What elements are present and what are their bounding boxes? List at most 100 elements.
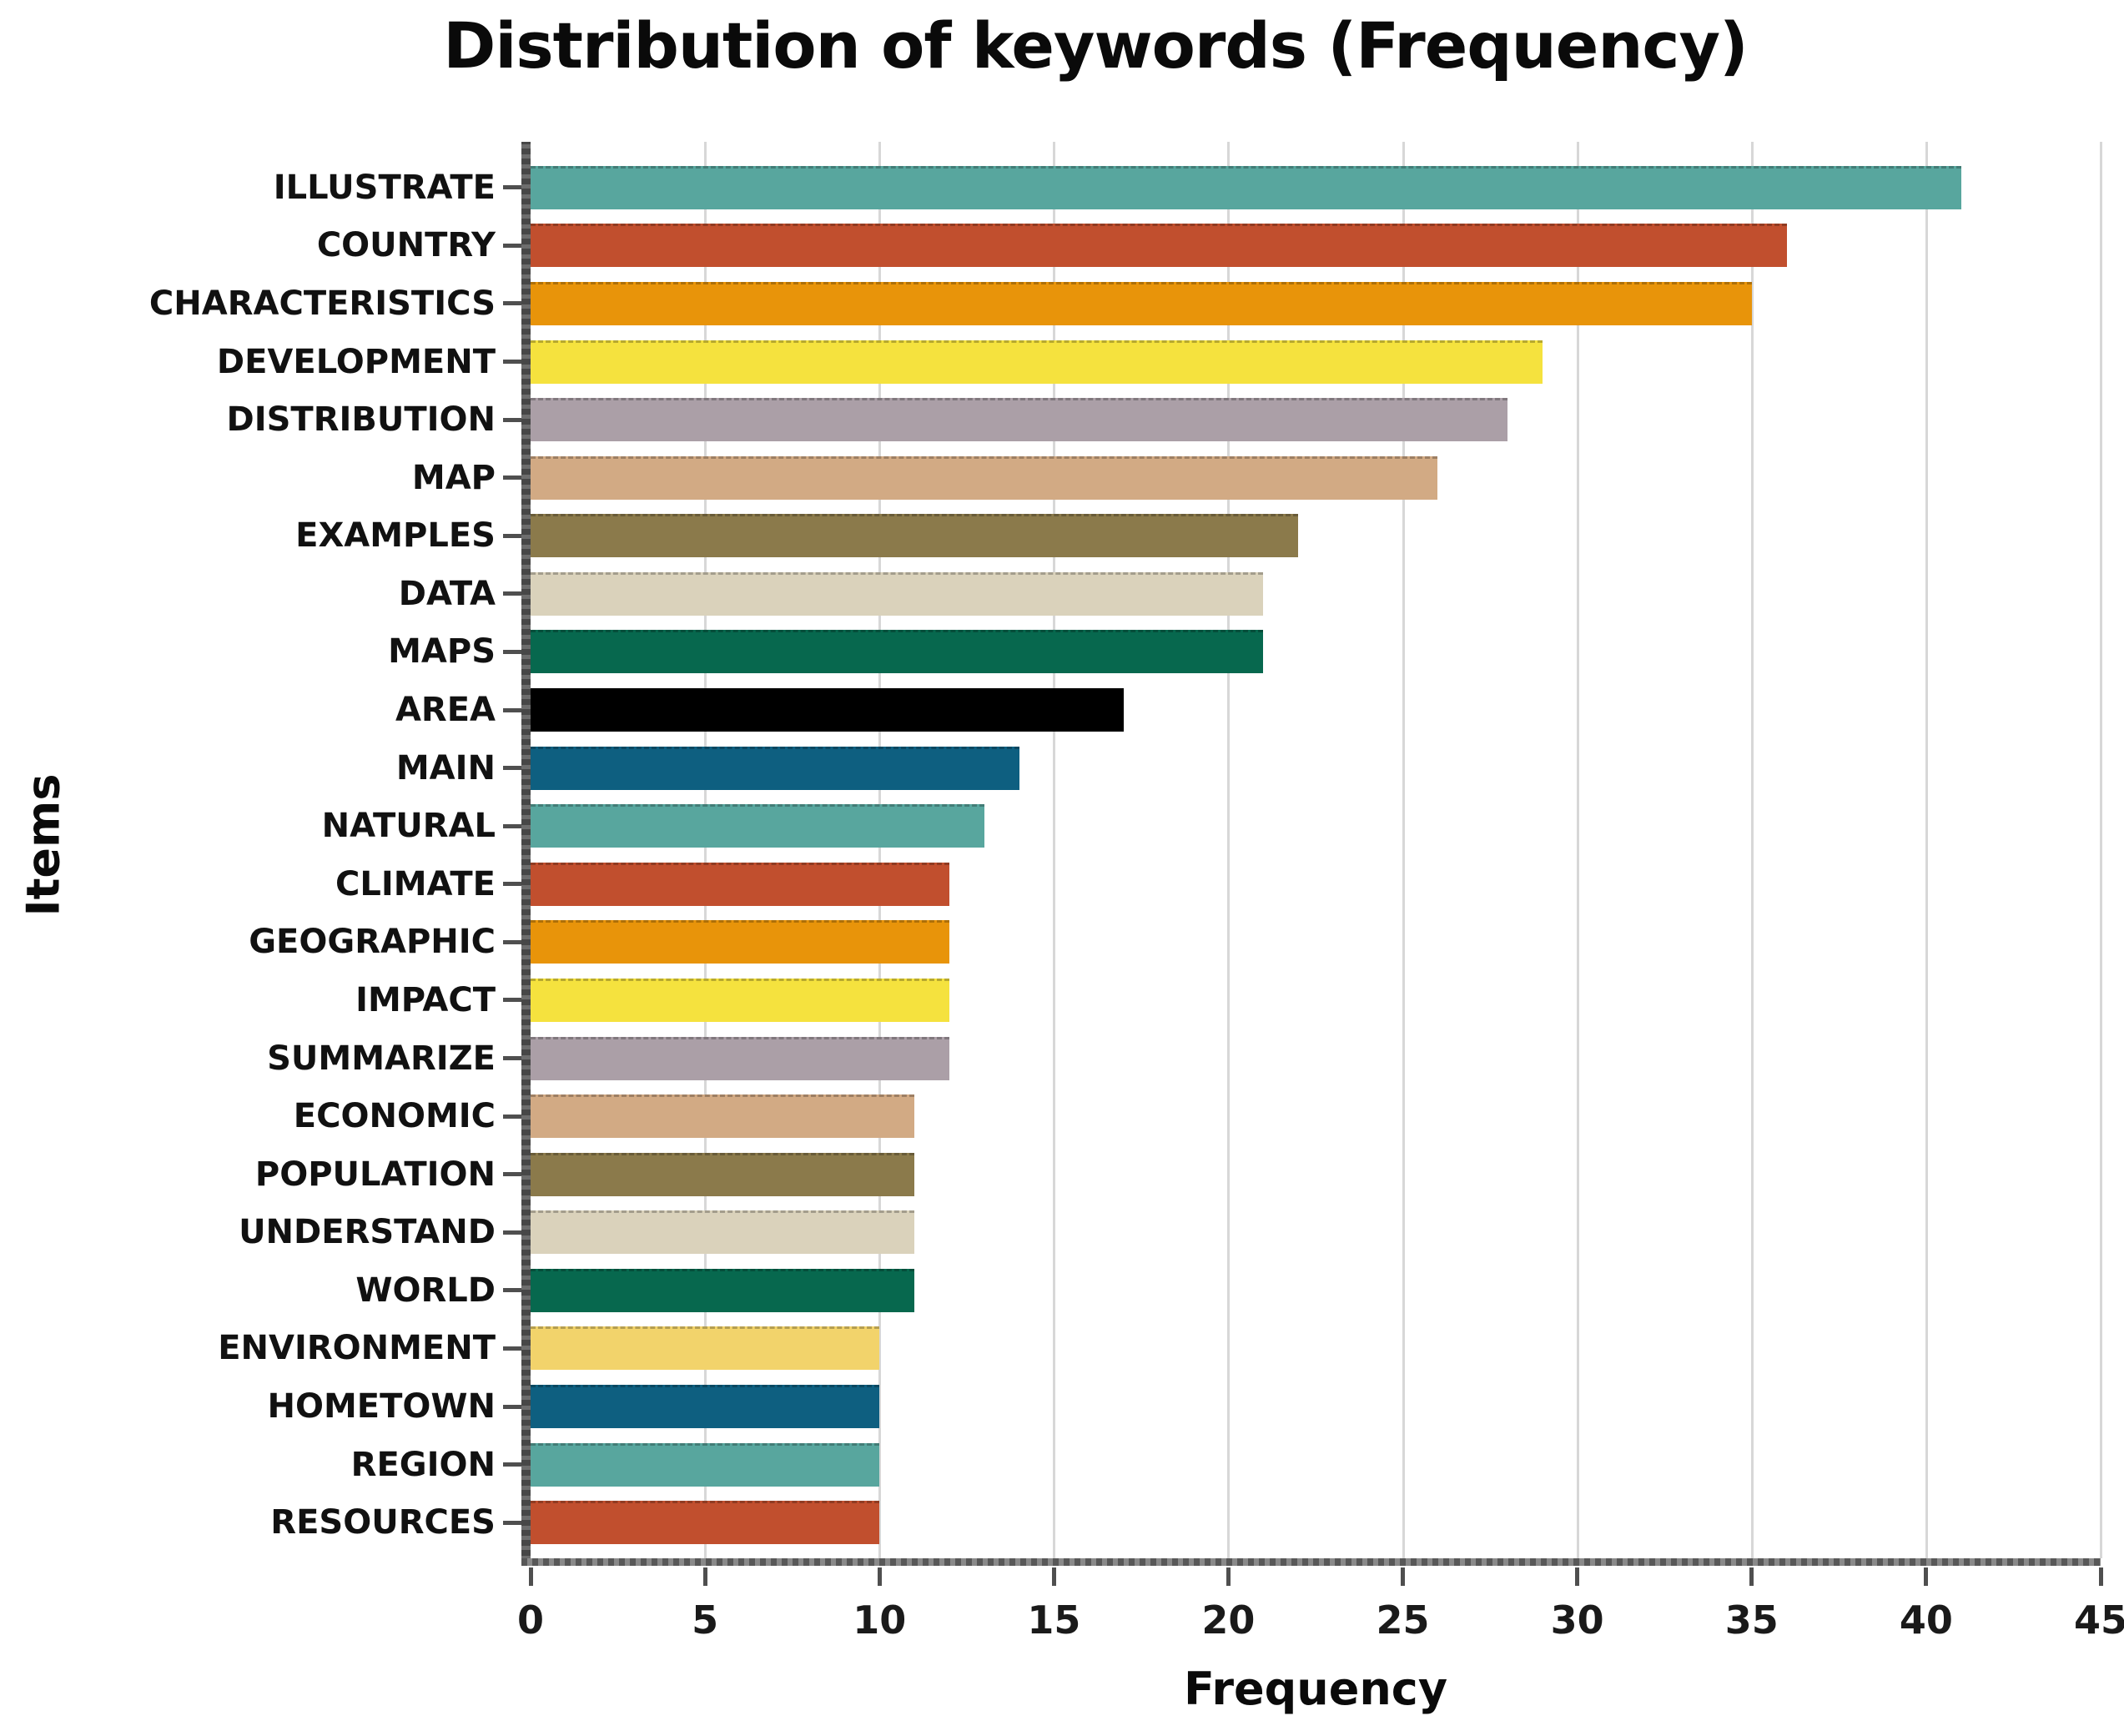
gridline-20 bbox=[1227, 142, 1231, 1558]
x-tick-35 bbox=[1749, 1567, 1754, 1586]
category-label-geographic: GEOGRAPHIC bbox=[249, 923, 496, 962]
y-tick-summarize bbox=[503, 1056, 521, 1061]
bar-impact bbox=[531, 978, 949, 1022]
y-tick-environment bbox=[503, 1346, 521, 1351]
x-tick-label-20: 20 bbox=[1201, 1598, 1256, 1643]
bar-resources bbox=[531, 1501, 880, 1545]
x-tick-label-10: 10 bbox=[853, 1598, 907, 1643]
x-tick-label-15: 15 bbox=[1027, 1598, 1081, 1643]
category-label-country: COUNTRY bbox=[316, 226, 496, 265]
gridline-5 bbox=[704, 142, 707, 1558]
category-label-illustrate: ILLUSTRATE bbox=[273, 168, 496, 207]
category-label-map: MAP bbox=[411, 458, 496, 497]
category-label-development: DEVELOPMENT bbox=[216, 342, 496, 381]
bar-environment bbox=[531, 1326, 880, 1371]
y-tick-geographic bbox=[503, 939, 521, 944]
y-tick-region bbox=[503, 1462, 521, 1467]
bar-characteristics bbox=[531, 281, 1752, 325]
bar-climate bbox=[531, 862, 949, 906]
category-label-area: AREA bbox=[395, 691, 496, 730]
plot-area bbox=[503, 142, 2103, 1586]
category-label-characteristics: CHARACTERISTICS bbox=[148, 284, 496, 323]
x-tick-label-30: 30 bbox=[1550, 1598, 1604, 1643]
category-label-hometown: HOMETOWN bbox=[267, 1387, 496, 1427]
bar-distribution bbox=[531, 398, 1508, 442]
y-tick-impact bbox=[503, 998, 521, 1003]
bar-natural bbox=[531, 804, 984, 848]
y-tick-natural bbox=[503, 823, 521, 828]
y-tick-characteristics bbox=[503, 301, 521, 306]
y-tick-economic bbox=[503, 1114, 521, 1119]
y-tick-population bbox=[503, 1172, 521, 1177]
category-label-world: WORLD bbox=[355, 1271, 496, 1310]
y-tick-main bbox=[503, 766, 521, 771]
category-label-data: DATA bbox=[398, 574, 496, 613]
x-axis-line bbox=[521, 1558, 2101, 1566]
bar-geographic bbox=[531, 920, 949, 964]
bar-country bbox=[531, 224, 1787, 268]
bar-understand bbox=[531, 1210, 915, 1255]
bar-population bbox=[531, 1152, 915, 1196]
x-tick-label-25: 25 bbox=[1376, 1598, 1430, 1643]
category-label-region: REGION bbox=[350, 1445, 496, 1484]
category-label-resources: RESOURCES bbox=[270, 1503, 496, 1542]
category-label-examples: EXAMPLES bbox=[295, 516, 496, 556]
bar-examples bbox=[531, 514, 1299, 558]
y-tick-world bbox=[503, 1288, 521, 1293]
bar-development bbox=[531, 340, 1543, 384]
bar-main bbox=[531, 746, 1019, 790]
x-tick-5 bbox=[702, 1567, 707, 1586]
y-tick-map bbox=[503, 476, 521, 481]
bar-area bbox=[531, 688, 1124, 732]
y-axis-line bbox=[521, 142, 531, 1566]
bar-summarize bbox=[531, 1036, 949, 1080]
bar-hometown bbox=[531, 1385, 880, 1429]
x-tick-label-5: 5 bbox=[692, 1598, 719, 1643]
x-tick-label-45: 45 bbox=[2073, 1598, 2124, 1643]
category-label-natural: NATURAL bbox=[321, 807, 496, 846]
bar-illustrate bbox=[531, 165, 1961, 209]
y-tick-hometown bbox=[503, 1404, 521, 1409]
y-tick-understand bbox=[503, 1230, 521, 1235]
x-tick-10 bbox=[877, 1567, 882, 1586]
x-tick-25 bbox=[1401, 1567, 1406, 1586]
bar-map bbox=[531, 455, 1438, 500]
x-tick-15 bbox=[1051, 1567, 1056, 1586]
category-label-impact: IMPACT bbox=[355, 980, 496, 1019]
gridline-10 bbox=[878, 142, 882, 1558]
x-tick-label-40: 40 bbox=[1899, 1598, 1953, 1643]
category-label-distribution: DISTRIBUTION bbox=[226, 400, 496, 440]
y-tick-illustrate bbox=[503, 185, 521, 190]
x-tick-0 bbox=[528, 1567, 533, 1586]
x-tick-20 bbox=[1226, 1567, 1231, 1586]
category-label-summarize: SUMMARIZE bbox=[267, 1039, 496, 1078]
gridline-40 bbox=[1925, 142, 1928, 1558]
x-tick-label-35: 35 bbox=[1724, 1598, 1779, 1643]
bar-data bbox=[531, 571, 1264, 616]
y-tick-examples bbox=[503, 533, 521, 538]
category-label-economic: ECONOMIC bbox=[293, 1097, 496, 1136]
bar-world bbox=[531, 1268, 915, 1312]
y-tick-distribution bbox=[503, 417, 521, 422]
y-tick-country bbox=[503, 243, 521, 248]
bar-maps bbox=[531, 630, 1264, 674]
x-tick-30 bbox=[1575, 1567, 1580, 1586]
gridline-25 bbox=[1402, 142, 1405, 1558]
category-label-environment: ENVIRONMENT bbox=[218, 1329, 496, 1368]
bar-region bbox=[531, 1442, 880, 1487]
y-tick-climate bbox=[503, 882, 521, 887]
y-tick-data bbox=[503, 591, 521, 596]
y-tick-resources bbox=[503, 1520, 521, 1525]
y-tick-maps bbox=[503, 649, 521, 654]
x-axis-title: Frequency bbox=[1183, 1663, 1448, 1715]
category-label-understand: UNDERSTAND bbox=[239, 1213, 496, 1252]
category-label-maps: MAPS bbox=[388, 632, 496, 672]
x-tick-40 bbox=[1924, 1567, 1929, 1586]
category-label-climate: CLIMATE bbox=[335, 864, 496, 903]
gridline-30 bbox=[1576, 142, 1579, 1558]
bar-economic bbox=[531, 1094, 915, 1139]
x-tick-label-0: 0 bbox=[516, 1598, 544, 1643]
gridline-45 bbox=[2100, 142, 2102, 1558]
category-label-main: MAIN bbox=[395, 748, 496, 787]
